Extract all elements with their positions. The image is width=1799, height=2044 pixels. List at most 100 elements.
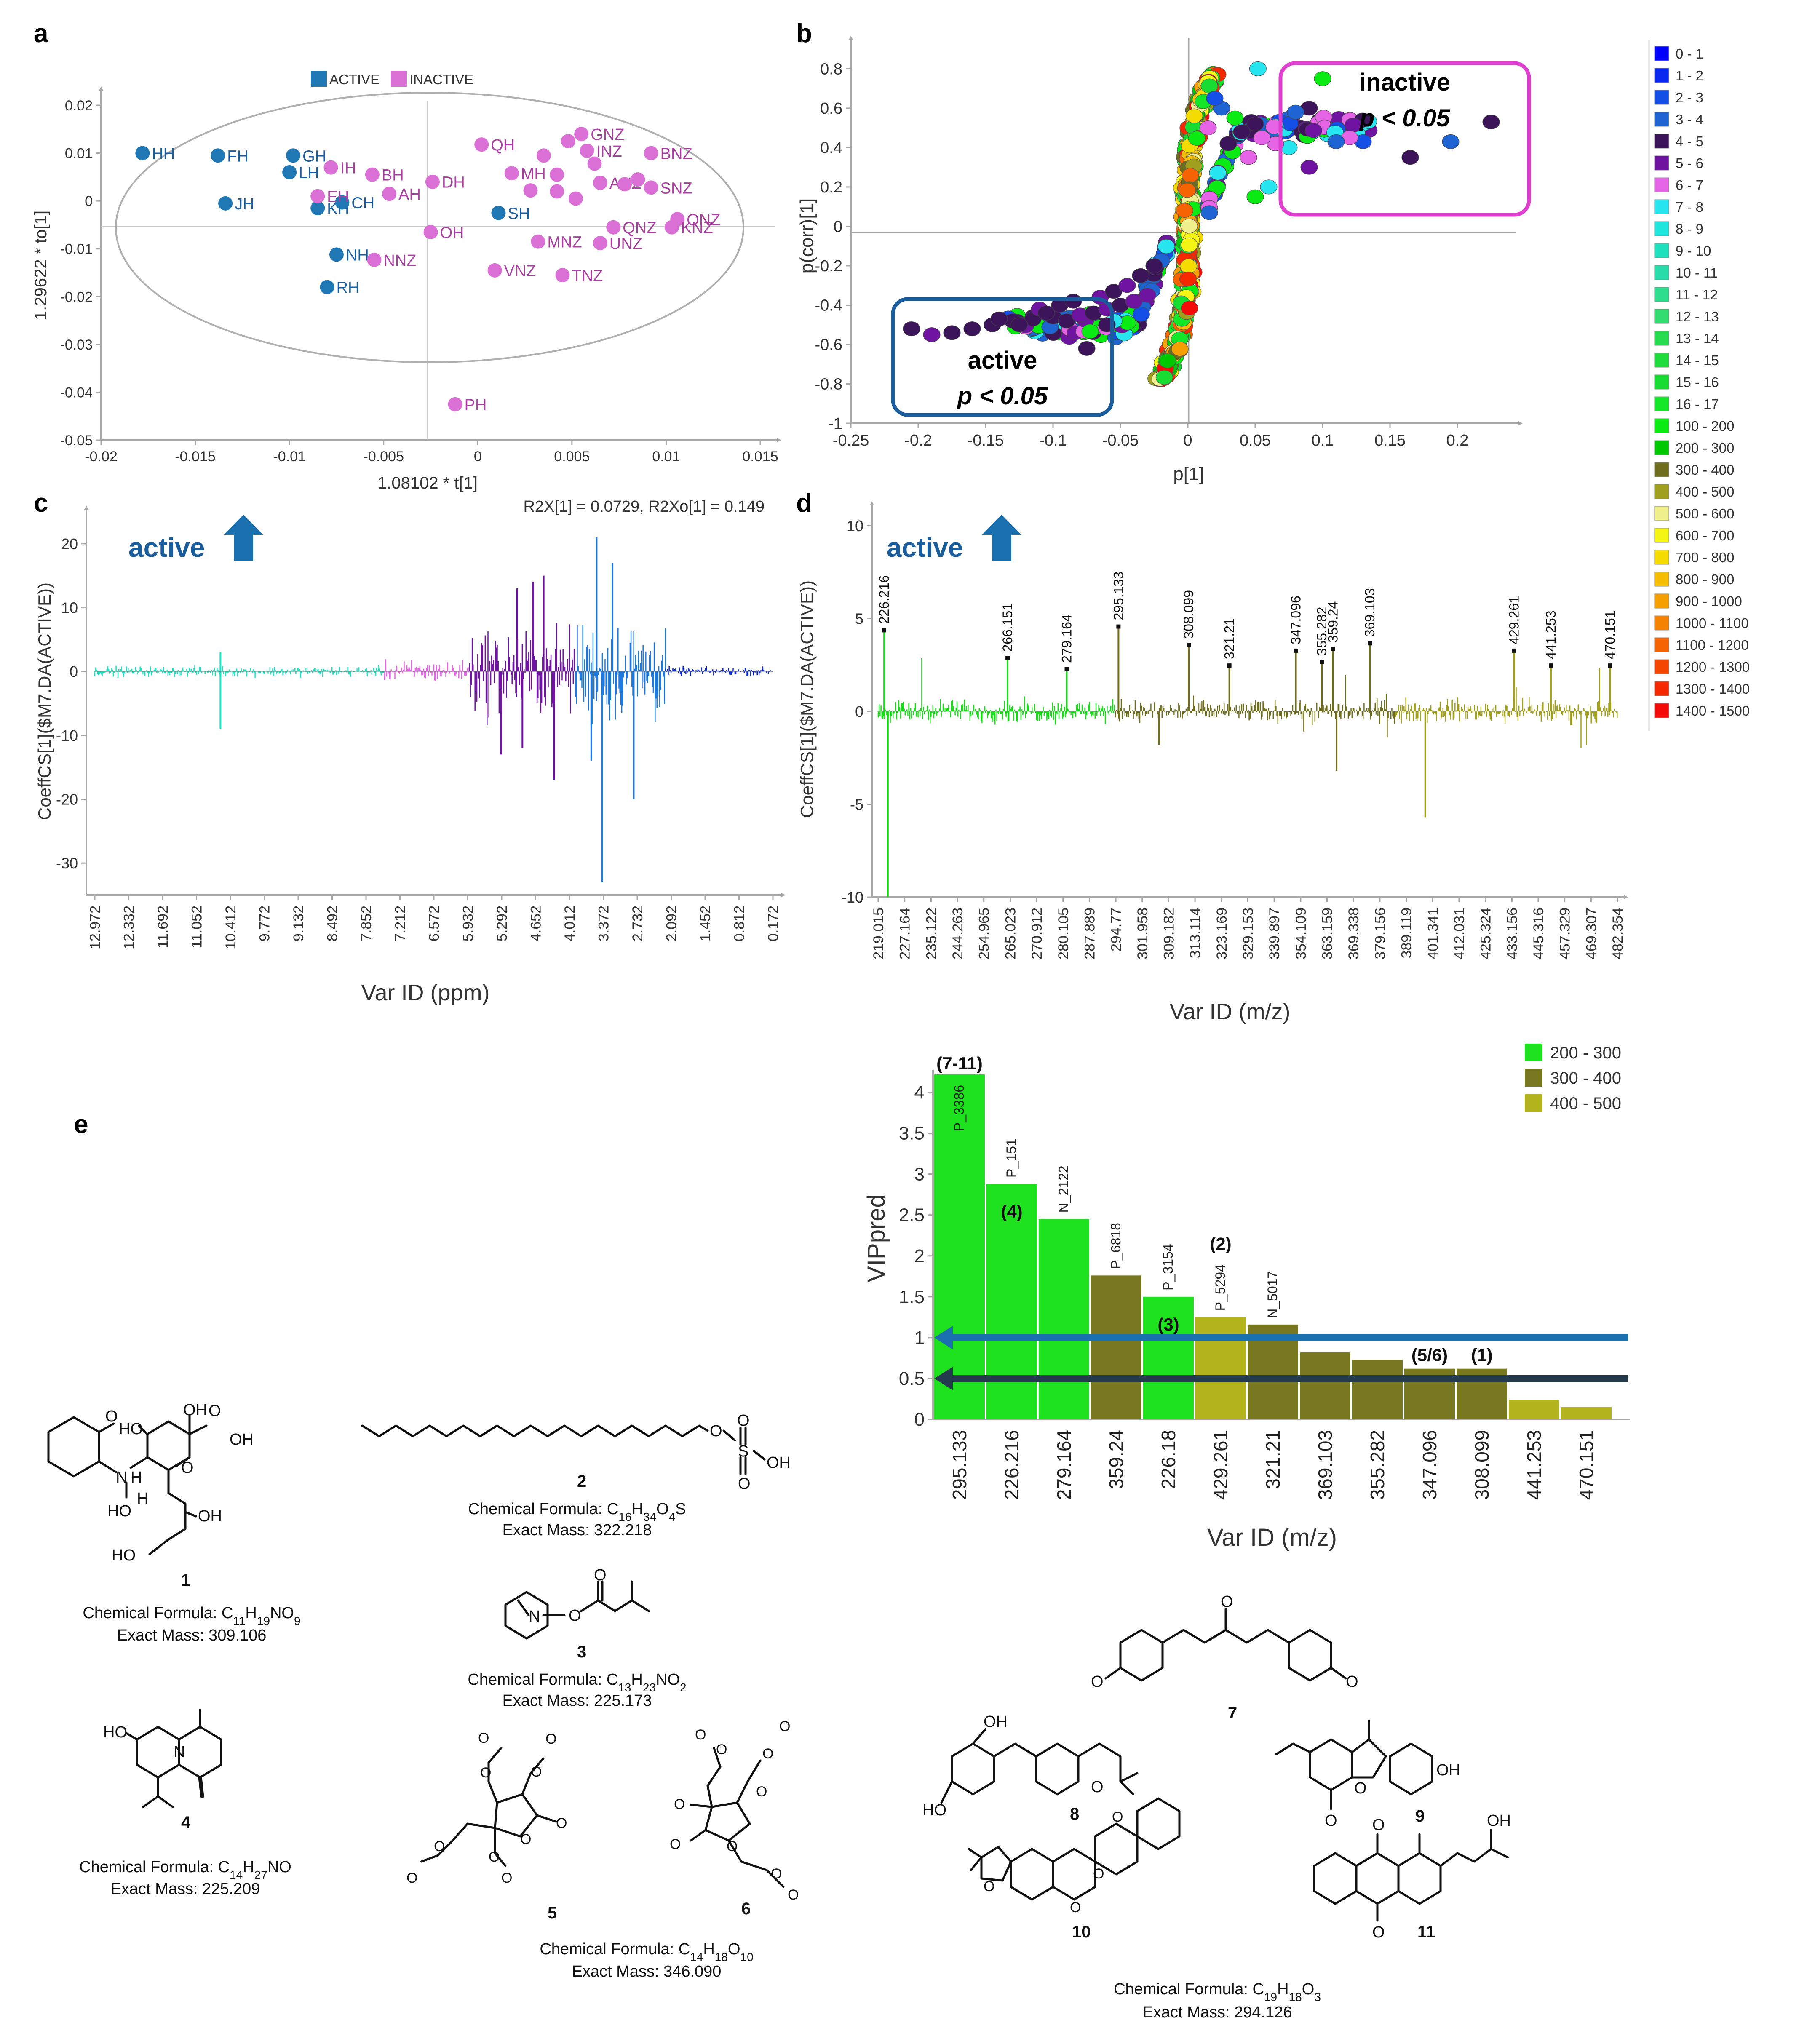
point-label: GNZ	[591, 126, 624, 144]
legend-swatch	[1654, 177, 1669, 192]
inactive-point	[448, 397, 462, 411]
inactive-point	[550, 184, 564, 199]
x-tick-label-a: 0	[474, 449, 482, 465]
point-label: SNZ	[660, 179, 692, 197]
point-label: JH	[235, 195, 254, 213]
compound-2-number: 2	[577, 1472, 586, 1491]
y-tick-label-d: -10	[842, 889, 863, 906]
x-tick-label-b: -0.25	[833, 432, 869, 449]
bar-category-label: 441.253	[1523, 1430, 1545, 1500]
x-tick-label-d: 433.156	[1504, 908, 1520, 959]
y-tick-label-d: 10	[847, 517, 863, 534]
x-tick-label-c: 2.732	[630, 906, 646, 941]
active-point	[491, 206, 506, 220]
legend-label: 700 - 800	[1676, 550, 1734, 565]
compound-1-label-ho-bottom: HO	[112, 1547, 136, 1564]
compound-8-label-oh: OH	[984, 1713, 1008, 1731]
compound-1-label-ho-top: HO	[119, 1420, 143, 1438]
legend-swatch-active	[311, 71, 327, 87]
peak-marker	[1294, 648, 1298, 653]
active-point	[211, 148, 225, 163]
peak-marker	[1368, 641, 1372, 646]
legend-swatch	[1654, 681, 1669, 696]
peak-label: 369.103	[1362, 588, 1377, 637]
r2x-footnote: R2X[1] = 0.0729, R2Xo[1] = 0.149	[523, 498, 765, 516]
coefficient-trace-segment	[665, 666, 773, 676]
x-tick-label-b: 0.15	[1374, 432, 1406, 449]
active-box-subtitle: p < 0.05	[957, 382, 1048, 410]
bar-category-label: 321.21	[1262, 1430, 1284, 1489]
x-tick-label-c: 9.772	[257, 906, 273, 941]
inactive-point	[593, 236, 607, 251]
coefficient-trace-segment	[469, 623, 576, 725]
point-label: GH	[302, 147, 326, 165]
compound-6-label-o8: O	[779, 1718, 790, 1734]
x-tick-label-d: 363.159	[1320, 908, 1336, 959]
y-tick-label-e: 1.5	[899, 1287, 925, 1307]
x-tick-label-d: 469.307	[1583, 908, 1599, 959]
legend-label-inactive: INACTIVE	[409, 72, 473, 87]
x-tick-label-d: 294.77	[1108, 908, 1124, 951]
active-up-arrow-d	[982, 515, 1021, 561]
point-label: BNZ	[660, 145, 692, 163]
active-variable-point	[923, 327, 941, 342]
inactive-point	[664, 220, 679, 235]
variable-point	[1081, 324, 1099, 339]
x-tick-label-d: 354.109	[1293, 908, 1309, 959]
bar-id-label: P_5294	[1213, 1264, 1228, 1311]
x-tick-label-c: 4.652	[528, 906, 544, 941]
panel-label-b: b	[796, 19, 812, 48]
bar-category-label: 308.099	[1471, 1430, 1493, 1500]
point-label: INZ	[596, 143, 622, 160]
inactive-point	[504, 166, 519, 181]
x-tick-label-c: 3.372	[596, 906, 612, 941]
bar-category-label: 279.164	[1053, 1430, 1075, 1500]
legend-swatch	[1654, 134, 1669, 149]
inactive-variable-point	[1246, 189, 1264, 204]
inactive-point	[593, 175, 607, 190]
legend-swatch	[1654, 572, 1669, 587]
active-variable-point	[1118, 278, 1136, 293]
vip-threshold-arrowhead	[934, 1366, 953, 1390]
peak-label: 355.282	[1314, 607, 1329, 656]
x-tick-label-d: 301.958	[1135, 908, 1151, 959]
structure-6	[690, 1747, 785, 1888]
legend-swatch	[1654, 68, 1669, 83]
panel-d-coefficient-ms: active 10 5 0 -5 -10 219.015 227.164 235.122 24…	[797, 501, 1628, 1024]
compound-1-label-o-ring: O	[181, 1459, 194, 1477]
coefficient-trace-segment	[1114, 675, 1396, 738]
legend-swatch	[1654, 418, 1669, 433]
vip-bar	[1143, 1296, 1194, 1419]
structure-5	[420, 1747, 557, 1867]
active-point	[286, 148, 301, 163]
legend-swatch	[1654, 440, 1669, 455]
compound-7-number: 7	[1228, 1704, 1237, 1722]
x-tick-label-d: 313.114	[1187, 908, 1203, 958]
x-tick-label-c: 11.052	[189, 906, 205, 948]
compound-4-formula: Chemical Formula: C14H27NO	[79, 1858, 291, 1881]
peak-marker	[1608, 663, 1612, 668]
compounds-5-6-mass: Exact Mass: 346.090	[572, 1963, 722, 1980]
inactive-point	[531, 234, 545, 249]
bar-category-label: 347.096	[1419, 1430, 1441, 1500]
compound-9-label-o-methoxy: O	[1325, 1812, 1337, 1830]
active-label-d: active	[887, 532, 963, 563]
legend-label: 7 - 8	[1676, 199, 1703, 215]
legend-label: 900 - 1000	[1676, 593, 1742, 609]
y-tick-label-e: 3	[914, 1164, 925, 1185]
x-tick-label-c: 9.132	[291, 906, 307, 941]
variable-point	[1188, 131, 1206, 146]
peak-label: 321.21	[1222, 618, 1237, 659]
active-point	[329, 247, 344, 262]
compound-1-label-n: N	[116, 1469, 127, 1486]
y-tick-label-b: -0.6	[815, 336, 842, 354]
y-tick-label-b: -0.8	[815, 375, 842, 393]
x-tick-label-d: 389.119	[1399, 908, 1415, 958]
peak-label: 308.099	[1181, 590, 1196, 639]
inactive-point	[561, 134, 575, 149]
inactive-point	[425, 174, 440, 189]
inactive-variable-point	[1233, 124, 1251, 139]
point-label: TNZ	[572, 267, 603, 285]
variable-point	[1181, 301, 1198, 316]
y-tick-label-b: 0.8	[820, 60, 842, 78]
